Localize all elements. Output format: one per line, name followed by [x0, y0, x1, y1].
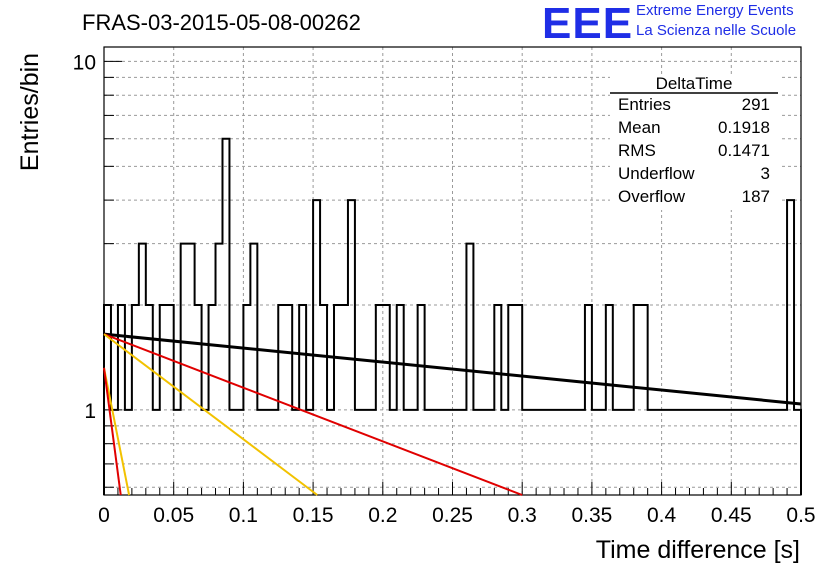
- y-tick-label: 10: [73, 51, 96, 74]
- fit-line-black: [103, 332, 802, 406]
- stats-label: Overflow: [618, 187, 686, 206]
- histogram-steps: [103, 137, 802, 495]
- stats-value: 0.1918: [718, 118, 770, 137]
- stats-label: RMS: [618, 141, 656, 160]
- stats-value: 3: [761, 164, 770, 183]
- x-tick-label: 0.05: [153, 504, 194, 527]
- logo-line-1: Extreme Energy Events: [636, 2, 794, 19]
- x-tick-label: 0.25: [432, 504, 473, 527]
- stats-box: [610, 76, 782, 210]
- stats-value: 187: [742, 187, 770, 206]
- x-tick-label: 0.5: [786, 504, 815, 527]
- eee-logo: EEE: [542, 0, 634, 48]
- x-tick-label: 0.2: [368, 504, 397, 527]
- stats-label: Entries: [618, 95, 671, 114]
- y-axis-label: Entries/bin: [16, 53, 44, 171]
- logo-line-2: La Scienza nelle Scuole: [636, 22, 797, 39]
- x-tick-label: 0.1: [229, 504, 258, 527]
- x-tick-label: 0.35: [571, 504, 612, 527]
- fit-line-red: [103, 367, 122, 496]
- x-tick-label: 0: [98, 504, 110, 527]
- x-tick-label: 0.4: [647, 504, 677, 527]
- fit-line-orange: [103, 367, 131, 496]
- stats-label: Mean: [618, 118, 661, 137]
- fit-line-orange: [103, 333, 318, 496]
- x-tick-label: 0.3: [508, 504, 537, 527]
- x-tick-label: 0.45: [711, 504, 752, 527]
- y-tick-label: 1: [84, 400, 96, 423]
- x-tick-label: 0.15: [293, 504, 334, 527]
- stats-value: 0.1471: [718, 141, 770, 160]
- fit-line-red: [103, 333, 523, 496]
- chart-title: FRAS-03-2015-05-08-00262: [82, 10, 361, 35]
- stats-title: DeltaTime: [656, 74, 733, 93]
- stats-value: 291: [742, 95, 770, 114]
- stats-label: Underflow: [618, 164, 695, 183]
- x-axis-label: Time difference [s]: [596, 536, 800, 564]
